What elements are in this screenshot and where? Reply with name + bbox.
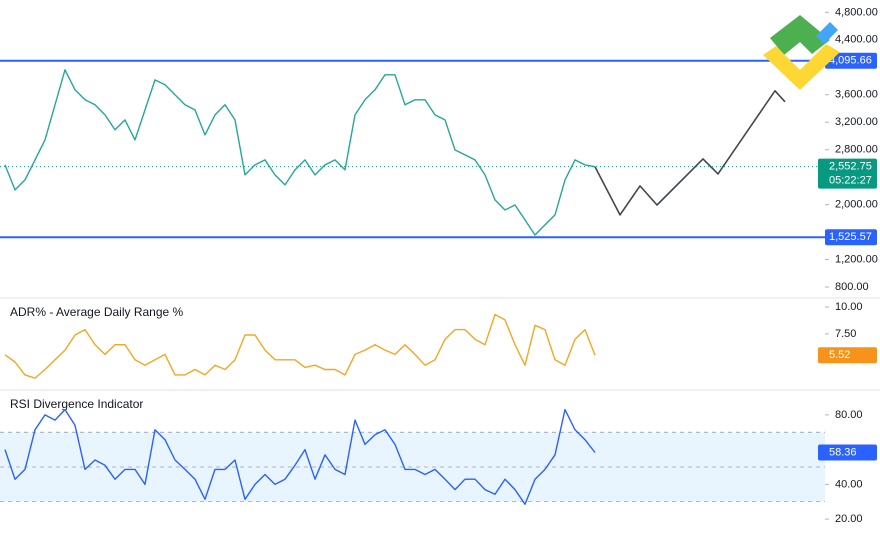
last-label-box (818, 158, 877, 189)
series-line (4, 313, 596, 379)
last-label-box (818, 347, 877, 364)
series-line (4, 408, 596, 505)
y-tick-label: 20.00 (835, 513, 863, 525)
level-label: 1,525.57 (829, 231, 872, 243)
last-label: 2,552.75 (829, 161, 872, 173)
y-tick-label: 1,200.00 (835, 253, 878, 265)
last-label: 5.52 (829, 349, 850, 361)
y-tick-label: 3,200.00 (835, 116, 878, 128)
y-tick-label: 10.00 (835, 301, 863, 313)
y-tick-label: 800.00 (835, 281, 869, 293)
pane-title: RSI Divergence Indicator (10, 397, 143, 411)
y-tick-label: 2,800.00 (835, 144, 878, 156)
forecast-line (594, 90, 786, 216)
last-label-box (818, 444, 877, 461)
y-tick-label: 4,800.00 (835, 6, 878, 18)
y-tick-label: 7.50 (835, 328, 856, 340)
logo-yellow (763, 44, 840, 90)
y-tick-label: 80.00 (835, 409, 863, 421)
last-label: 58.36 (829, 446, 857, 458)
logo-green (770, 15, 830, 55)
level-label-box (825, 52, 877, 69)
logo-blue (816, 22, 838, 44)
y-tick-label: 40.00 (835, 478, 863, 490)
y-tick-label: 4,400.00 (835, 34, 878, 46)
level-label-box (825, 229, 877, 246)
y-tick-label: 2,000.00 (835, 199, 878, 211)
logo (763, 15, 840, 90)
countdown-label: 05:22:27 (829, 175, 872, 187)
y-tick-label: 3,600.00 (835, 89, 878, 101)
series-line (4, 69, 596, 236)
pane-title: ADR% - Average Daily Range % (10, 305, 184, 319)
level-label: 4,095.66 (829, 55, 872, 67)
